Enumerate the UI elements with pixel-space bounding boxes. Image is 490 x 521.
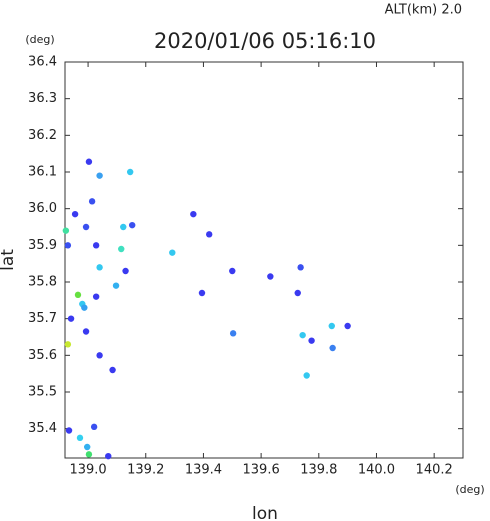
radar-echo — [267, 273, 274, 280]
x-tick-label: 139.6 — [243, 463, 280, 478]
radar-echo — [344, 322, 351, 330]
radar-echo — [62, 227, 70, 234]
y-tick-label: 36.3 — [28, 91, 57, 106]
radar-echo — [82, 223, 90, 231]
radar-echo — [64, 341, 72, 348]
radar-echo — [206, 231, 213, 238]
radar-echo — [297, 264, 304, 271]
radar-echo — [64, 242, 72, 249]
radar-echo — [65, 427, 73, 434]
radar-echo — [126, 168, 134, 176]
radar-echo — [96, 352, 103, 359]
y-unit: (deg) — [25, 33, 54, 46]
radar-echo — [92, 242, 100, 249]
radar-echo — [229, 330, 237, 337]
radar-echo — [96, 172, 103, 179]
radar-echo — [118, 245, 125, 253]
y-tick-label: 36.4 — [28, 55, 57, 70]
chart-subtitle: ALT(km) 2.0 — [385, 3, 462, 18]
radar-echo — [169, 249, 176, 256]
radar-echo — [82, 328, 90, 335]
x-tick-label: 139.4 — [185, 463, 222, 478]
plot-frame — [64, 61, 464, 459]
x-tick-label: 139.8 — [300, 463, 337, 478]
radar-echo — [329, 344, 336, 352]
radar-echo — [328, 322, 335, 330]
radar-echo — [76, 434, 84, 442]
radar-echo — [84, 443, 91, 451]
radar-echo — [229, 267, 236, 275]
radar-echo — [299, 331, 306, 339]
radar-echo — [190, 210, 197, 218]
y-tick-label: 35.8 — [28, 275, 57, 290]
x-axis-label: lon — [252, 504, 278, 521]
radar-echo — [92, 293, 100, 300]
radar-echo — [85, 158, 93, 165]
y-tick-label: 35.4 — [28, 421, 57, 436]
radar-echo — [120, 223, 127, 231]
radar-echo — [71, 210, 79, 218]
radar-echo — [128, 221, 136, 229]
chart-title: 2020/01/06 05:16:10 — [154, 29, 376, 53]
x-tick-label: 140.0 — [358, 463, 395, 478]
y-tick-label: 36.2 — [28, 128, 57, 143]
radar-echo — [88, 198, 96, 205]
radar-echo — [109, 366, 116, 374]
x-unit: (deg) — [455, 483, 484, 496]
radar-echo — [85, 451, 93, 458]
y-tick-label: 35.5 — [28, 385, 57, 400]
radar-echo — [90, 423, 98, 431]
y-tick-label: 36.0 — [28, 201, 57, 216]
radar-echo — [67, 315, 75, 322]
radar-echo — [96, 264, 103, 271]
x-tick-label: 139.0 — [69, 463, 106, 478]
radar-echo — [198, 289, 206, 297]
x-tick-label: 140.2 — [416, 463, 453, 478]
y-tick-label: 36.1 — [28, 165, 57, 180]
radar-echo — [112, 282, 120, 289]
y-tick-label: 35.9 — [28, 238, 57, 253]
radar-echo — [294, 289, 301, 297]
x-tick-label: 139.2 — [127, 463, 164, 478]
y-tick-label: 35.7 — [28, 311, 57, 326]
radar-echo — [74, 291, 82, 299]
radar-echo — [308, 337, 315, 344]
y-tick-label: 35.6 — [28, 348, 57, 363]
radar-echo — [105, 452, 112, 460]
y-axis-label: lat — [0, 249, 18, 271]
radar-echo — [81, 304, 88, 311]
radar-echo — [122, 267, 129, 275]
radar-echo — [303, 372, 310, 379]
